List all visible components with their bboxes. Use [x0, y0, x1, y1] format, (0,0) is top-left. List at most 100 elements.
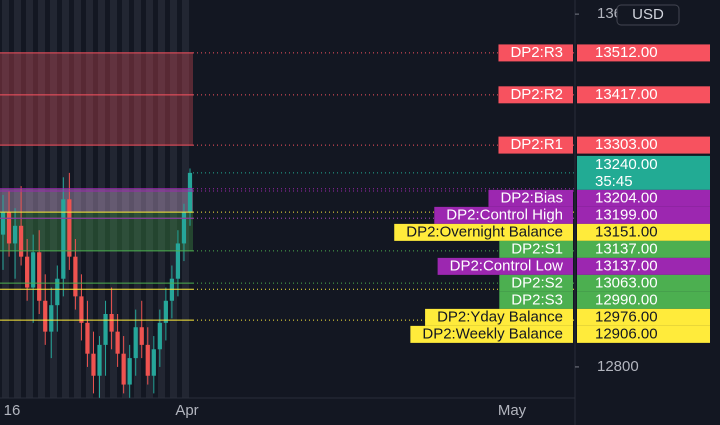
candle-body [103, 314, 108, 345]
level-name-label: DP2:Control High [446, 206, 563, 223]
stripe [62, 0, 69, 398]
level-name-label: DP2:R2 [510, 86, 563, 103]
stripe [2, 0, 9, 398]
level-value-label: 13204.00 [595, 189, 658, 206]
candle-body [97, 344, 102, 376]
level-name-label: DP2:R3 [510, 44, 563, 61]
level-name-box [437, 257, 573, 275]
level-name-box [498, 136, 573, 154]
level-value-label: 13417.00 [595, 86, 658, 103]
candle-body [49, 305, 54, 332]
level-value-label: 13063.00 [595, 274, 658, 291]
stripe [110, 0, 117, 398]
level-name-box [499, 274, 573, 292]
level-value-box [577, 189, 710, 207]
currency-label: USD [632, 6, 664, 23]
stripe [26, 0, 33, 398]
level-name-label: DP2:S3 [511, 291, 563, 308]
stripe [170, 0, 177, 398]
level-value-label: 12906.00 [595, 325, 658, 342]
stripe [146, 0, 153, 398]
candle-body [31, 252, 36, 288]
x-tick-label: May [498, 402, 527, 419]
candle-body [145, 344, 150, 376]
level-value-label: 13199.00 [595, 206, 658, 223]
candle-body [157, 322, 162, 350]
current-price-box [577, 155, 710, 190]
level-name-box [425, 308, 573, 326]
level-name-label: DP2:R1 [510, 136, 563, 153]
level-name-label: DP2:Overnight Balance [406, 223, 563, 240]
level-value-box [577, 291, 710, 309]
candle-body [187, 172, 193, 213]
level-value-box [577, 223, 710, 241]
level-name-label: DP2:S1 [511, 240, 563, 257]
level-name-box [488, 189, 573, 207]
stripe [134, 0, 141, 398]
level-value-box [577, 308, 710, 326]
candle-body [73, 256, 78, 297]
level-name-box [498, 86, 573, 104]
x-tick-label: Apr [175, 402, 198, 419]
candle-body [43, 300, 48, 332]
session-shading [2, 0, 189, 398]
level-name-label: DP2:S2 [511, 274, 563, 291]
candle-body [109, 314, 114, 332]
level-name-label: DP2:Control Low [450, 257, 564, 274]
stripe [86, 0, 93, 398]
countdown-label: 35:45 [595, 173, 633, 190]
level-value-box [577, 257, 710, 275]
level-value-label: 12976.00 [595, 308, 658, 325]
candle-body [133, 327, 138, 359]
current-price-label: 13240.00 [595, 156, 658, 173]
stripe [98, 0, 105, 398]
candle-body [79, 296, 84, 323]
candle-body [55, 278, 60, 306]
stripe [182, 0, 189, 398]
level-name-label: DP2:Bias [500, 189, 563, 206]
level-name-box [499, 291, 573, 309]
candle-body [61, 199, 66, 279]
candle-body [0, 212, 6, 235]
level-value-label: 12990.00 [595, 291, 658, 308]
level-name-box [394, 223, 573, 241]
level-name-box [498, 44, 573, 62]
level-value-label: 13137.00 [595, 240, 658, 257]
stripe [158, 0, 165, 398]
zone [0, 52, 193, 146]
candle-body [6, 212, 12, 244]
stripe [38, 0, 45, 398]
level-value-box [577, 274, 710, 292]
candle-body [37, 252, 42, 301]
level-value-box [577, 325, 710, 343]
candle-body [18, 225, 24, 257]
candle-body [25, 256, 30, 288]
stripe [122, 0, 129, 398]
stripe [50, 0, 57, 398]
level-value-box [577, 240, 710, 258]
level-value-box [577, 86, 710, 104]
level-name-label: DP2:Weekly Balance [422, 325, 563, 342]
candle-body [175, 243, 181, 279]
level-name-box [410, 325, 573, 343]
level-name-box [499, 240, 573, 258]
x-tick-label: 16 [4, 402, 21, 419]
y-tick-label: 12800 [597, 358, 639, 375]
candle-body [115, 331, 120, 354]
currency-badge [616, 4, 680, 26]
level-value-label: 13303.00 [595, 136, 658, 153]
level-value-box [577, 44, 710, 62]
stripe [74, 0, 81, 398]
stripe [14, 0, 21, 398]
zone [0, 188, 193, 213]
level-value-label: 13137.00 [595, 257, 658, 274]
candle-body [151, 349, 156, 376]
candle-body [127, 358, 132, 385]
candle-body [163, 300, 168, 323]
candle-body [181, 212, 187, 244]
level-value-box [577, 136, 710, 154]
level-value-label: 13512.00 [595, 44, 658, 61]
level-name-label: DP2:Yday Balance [437, 308, 563, 325]
candle-body [12, 225, 18, 244]
